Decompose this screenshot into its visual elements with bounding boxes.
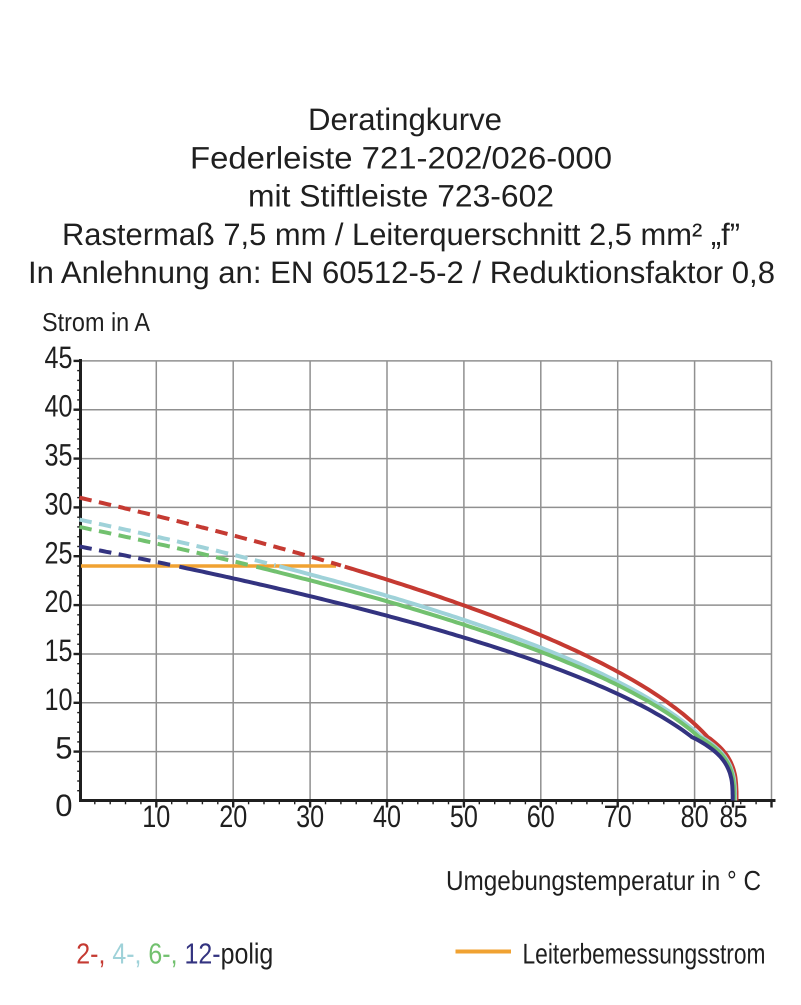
- svg-text:30: 30: [45, 486, 73, 521]
- svg-text:80: 80: [681, 799, 709, 834]
- svg-text:10: 10: [45, 682, 73, 717]
- svg-text:30: 30: [296, 799, 324, 834]
- svg-text:70: 70: [604, 799, 632, 834]
- svg-text:Umgebungstemperatur in ° C: Umgebungstemperatur in ° C: [446, 865, 761, 896]
- svg-text:20: 20: [219, 799, 247, 834]
- svg-text:Strom in A: Strom in A: [42, 307, 151, 337]
- svg-text:Rastermaß 7,5 mm / Leiterquers: Rastermaß 7,5 mm / Leiterquerschnitt 2,5…: [62, 217, 740, 252]
- svg-text:25: 25: [45, 535, 73, 570]
- svg-text:5: 5: [55, 731, 72, 766]
- svg-text:20: 20: [45, 584, 73, 619]
- svg-text:mit Stiftleiste 723-602: mit Stiftleiste 723-602: [248, 179, 554, 214]
- svg-text:2-, 4-, 6-, 12-polig: 2-, 4-, 6-, 12-polig: [76, 939, 273, 971]
- svg-text:Federleiste 721-202/026-000: Federleiste 721-202/026-000: [190, 140, 612, 175]
- svg-text:In Anlehnung an: EN 60512-5-2: In Anlehnung an: EN 60512-5-2 / Reduktio…: [28, 255, 775, 290]
- svg-text:10: 10: [142, 799, 170, 834]
- svg-text:Leiterbemessungsstrom: Leiterbemessungsstrom: [523, 939, 766, 971]
- svg-text:15: 15: [45, 633, 73, 668]
- svg-text:45: 45: [45, 340, 73, 375]
- svg-text:0: 0: [55, 788, 72, 823]
- svg-text:Deratingkurve: Deratingkurve: [308, 102, 502, 137]
- svg-text:60: 60: [527, 799, 555, 834]
- svg-text:35: 35: [45, 438, 73, 473]
- svg-text:40: 40: [45, 389, 73, 424]
- svg-text:40: 40: [373, 799, 401, 834]
- svg-text:85: 85: [720, 799, 748, 834]
- svg-text:50: 50: [450, 799, 478, 834]
